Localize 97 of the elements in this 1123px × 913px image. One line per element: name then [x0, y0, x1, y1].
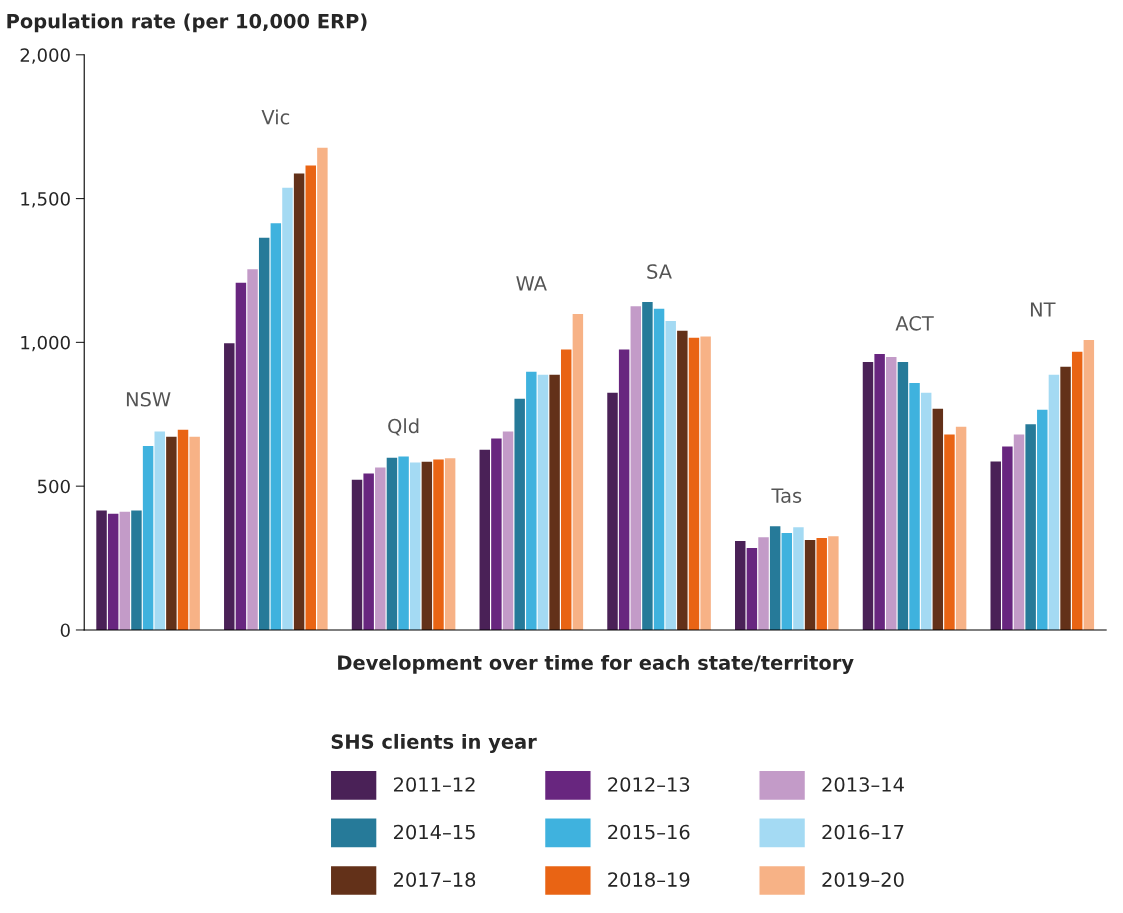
bar — [1013, 434, 1025, 630]
bar — [897, 361, 909, 630]
legend-title: SHS clients in year — [331, 733, 537, 753]
bar — [258, 237, 270, 630]
legend-label: 2018–19 — [608, 872, 690, 887]
bar — [224, 343, 235, 630]
bar — [909, 382, 920, 630]
bar — [653, 308, 665, 630]
y-tick-label: 1,000 — [21, 335, 70, 352]
x-tick-label: ACT — [895, 315, 934, 331]
bar — [375, 467, 386, 630]
bar — [990, 461, 1001, 630]
bar — [618, 349, 630, 630]
bar — [561, 349, 572, 630]
bar — [177, 429, 189, 630]
legend-label: 2017–18 — [393, 872, 476, 887]
bar — [769, 526, 781, 630]
bar — [166, 436, 177, 630]
bar — [955, 426, 967, 630]
bar — [154, 431, 165, 630]
bar — [235, 282, 247, 630]
y-tick-label: 2,000 — [20, 48, 70, 64]
bar — [828, 536, 839, 630]
legend-label: 2016–17 — [822, 824, 904, 840]
legend-label: 2019–20 — [822, 872, 904, 887]
bar — [862, 361, 874, 630]
bar — [293, 173, 305, 630]
bar — [386, 457, 398, 630]
bar — [502, 431, 514, 630]
bar — [804, 539, 816, 630]
y-tick-label: 1,500 — [21, 192, 70, 208]
legend-label: 2011–12 — [393, 777, 475, 792]
bar — [433, 459, 444, 630]
bar — [781, 533, 793, 630]
bar — [537, 374, 549, 630]
bar — [607, 392, 618, 630]
x-axis-title: Development over time for each state/territory — [338, 654, 854, 674]
bar — [119, 511, 131, 630]
bar — [479, 449, 490, 630]
bar — [572, 313, 584, 630]
bar — [351, 479, 363, 630]
bar — [305, 165, 316, 630]
x-tick-label: Vic — [261, 109, 290, 125]
bar — [1002, 446, 1013, 630]
y-tick-label: 0 — [60, 623, 70, 638]
x-tick-label: NSW — [126, 391, 171, 407]
bar — [1048, 374, 1060, 630]
bar — [1025, 424, 1036, 630]
bar — [642, 302, 653, 630]
bar — [398, 456, 409, 630]
legend-label: 2015–16 — [608, 824, 690, 840]
x-tick-label: WA — [516, 276, 547, 291]
bar — [421, 461, 433, 630]
bar — [1037, 409, 1048, 630]
bar — [735, 541, 746, 630]
x-tick-label: SA — [647, 264, 672, 279]
bar — [526, 371, 537, 630]
bar — [491, 438, 502, 630]
legend-label: 2012–13 — [608, 777, 690, 792]
bar — [932, 408, 944, 630]
bar — [1071, 351, 1083, 630]
bar — [944, 434, 955, 630]
bar — [96, 510, 107, 630]
bar — [189, 436, 200, 630]
bar — [793, 527, 804, 630]
bar — [677, 330, 688, 630]
bar — [247, 269, 258, 630]
bar — [746, 548, 758, 630]
bar — [920, 392, 932, 630]
bar — [1083, 340, 1095, 630]
bar — [270, 223, 282, 630]
bar — [700, 336, 711, 630]
y-axis-title: Population rate (per 10,000 ERP) — [7, 13, 367, 33]
x-tick-label: Tas — [771, 488, 802, 503]
bar — [549, 374, 560, 630]
bar — [874, 353, 885, 630]
bar — [107, 513, 119, 630]
bar — [688, 337, 700, 630]
bar — [409, 462, 421, 630]
bar — [665, 321, 676, 630]
bar — [630, 306, 642, 630]
y-tick-label: 500 — [37, 479, 70, 494]
legend-label: 2013–14 — [822, 777, 904, 792]
bar — [317, 147, 328, 630]
bar — [886, 357, 897, 630]
bar — [282, 187, 293, 630]
bar — [816, 537, 827, 630]
bar — [1060, 366, 1071, 630]
bar — [363, 473, 374, 630]
bar — [514, 398, 525, 630]
x-tick-label: Qld — [388, 418, 419, 436]
bar — [758, 537, 769, 630]
x-tick-label: NT — [1030, 302, 1056, 317]
bar — [142, 445, 154, 630]
legend-label: 2014–15 — [393, 824, 475, 840]
bar — [131, 510, 142, 630]
bar — [444, 458, 456, 630]
